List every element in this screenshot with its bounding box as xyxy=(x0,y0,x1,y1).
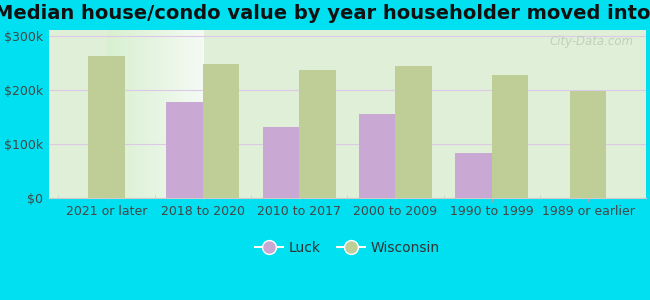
Title: Median house/condo value by year householder moved into unit: Median house/condo value by year househo… xyxy=(0,4,650,23)
Bar xyxy=(166,102,203,198)
Bar xyxy=(492,75,528,198)
Bar xyxy=(299,70,336,198)
Bar xyxy=(203,64,239,198)
Bar xyxy=(570,92,606,198)
Bar xyxy=(263,127,299,198)
Bar xyxy=(395,66,432,198)
Bar xyxy=(455,153,492,198)
Legend: Luck, Wisconsin: Luck, Wisconsin xyxy=(250,236,445,260)
Text: City-Data.com: City-Data.com xyxy=(550,35,634,48)
Bar xyxy=(88,56,125,198)
Bar xyxy=(359,114,395,198)
